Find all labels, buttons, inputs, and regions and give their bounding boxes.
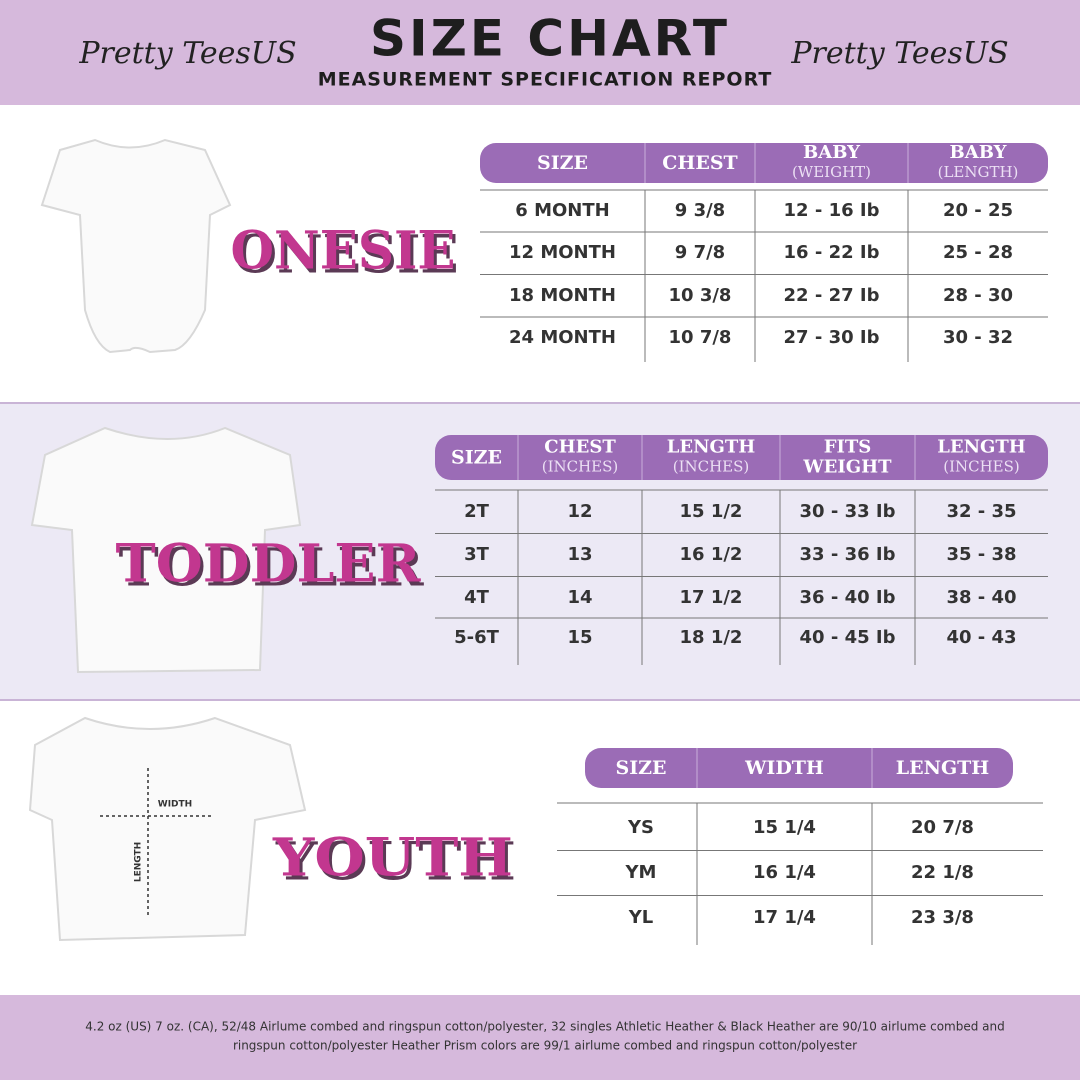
table-cell: 16 1/4 [753,862,816,883]
header-pill [435,435,1048,480]
table-cell: 36 - 40 Ib [800,587,896,608]
section-label: TODDLER [116,534,422,595]
column-header-sub: WEIGHT [802,457,892,478]
table-cell: YL [628,907,654,928]
table-cell: 15 1/2 [680,501,743,522]
table-cell: 33 - 36 Ib [800,544,896,565]
column-header-sub: (WEIGHT) [792,163,871,181]
column-header-sub: (LENGTH) [938,163,1019,181]
brand: Pretty TeesUS [78,36,296,71]
section-label-shadow: TODDLER [119,538,425,599]
table-cell: 32 - 35 [946,501,1016,522]
column-header: CHEST [662,152,737,174]
table-cell: 9 3/8 [675,200,725,221]
table-cell: 30 - 33 Ib [800,501,896,522]
title: SIZE CHART [370,10,730,68]
brand: Pretty TeesUS [790,36,1008,71]
table-cell: 10 3/8 [669,285,732,306]
header-pill [585,748,1013,788]
table-cell: 17 1/4 [753,907,816,928]
table-cell: 9 7/8 [675,242,725,263]
header-band [0,0,1080,105]
header-pill [480,143,1048,183]
width-label: WIDTH [158,800,192,810]
table-cell: 30 - 32 [943,327,1013,348]
table-cell: 20 - 25 [943,200,1013,221]
table-cell: 25 - 28 [943,242,1013,263]
table-cell: 40 - 43 [946,627,1016,648]
column-header: SIZE [616,757,667,779]
table-cell: 12 - 16 Ib [784,200,880,221]
column-header: SIZE [537,152,588,174]
table-cell: YS [627,817,654,838]
table-cell: 38 - 40 [946,587,1016,608]
table-cell: 4T [464,587,490,608]
table-cell: 24 MONTH [509,327,616,348]
onesie-image [40,138,232,354]
table-cell: 2T [464,501,490,522]
footer-text: ringspun cotton/polyester Heather Prism … [233,1039,857,1053]
table-cell: 27 - 30 Ib [784,327,880,348]
column-header: LENGTH [896,757,990,779]
table-cell: 10 7/8 [669,327,732,348]
table-cell: 3T [464,544,490,565]
column-header: LENGTH [937,437,1026,458]
table-cell: 35 - 38 [946,544,1016,565]
section-label: YOUTH [272,828,513,889]
section-label: ONESIE [231,221,456,282]
column-header: LENGTH [667,437,756,458]
footer-text: 4.2 oz (US) 7 oz. (CA), 52/48 Airlume co… [85,1020,1005,1034]
toddler-image [30,426,302,674]
table-cell: 15 [567,627,592,648]
measure-arrows [100,768,212,916]
column-header: BABY [803,142,861,163]
table-cell: 18 1/2 [680,627,743,648]
table-cell: 6 MONTH [515,200,609,221]
table-cell: 14 [567,587,592,608]
table-cell: YM [625,862,657,883]
table-cell: 23 3/8 [911,907,974,928]
length-label: LENGTH [134,842,144,882]
table-cell: 15 1/4 [753,817,816,838]
column-header-sub: (INCHES) [673,458,750,476]
section-label-shadow: ONESIE [234,225,459,286]
column-header: CHEST [544,437,616,458]
subtitle: MEASUREMENT SPECIFICATION REPORT [318,69,773,91]
column-header: FITS [824,437,872,458]
section-label-shadow: YOUTH [275,832,516,893]
table-cell: 28 - 30 [943,285,1013,306]
column-header: SIZE [451,447,502,469]
table-cell: 18 MONTH [509,285,616,306]
table-cell: 22 1/8 [911,862,974,883]
table-cell: 22 - 27 Ib [784,285,880,306]
column-header-sub: (INCHES) [943,458,1020,476]
table-cell: 16 - 22 Ib [784,242,880,263]
table-cell: 13 [567,544,592,565]
table-cell: 20 7/8 [911,817,974,838]
column-header: BABY [950,142,1008,163]
youth-image [28,716,307,942]
column-header-sub: (INCHES) [542,458,619,476]
table-cell: 12 [567,501,592,522]
column-header: WIDTH [744,757,824,779]
table-cell: 12 MONTH [509,242,616,263]
table-cell: 40 - 45 Ib [800,627,896,648]
table-cell: 17 1/2 [680,587,743,608]
table-cell: 5-6T [454,627,500,648]
table-cell: 16 1/2 [680,544,743,565]
footer-band [0,995,1080,1080]
